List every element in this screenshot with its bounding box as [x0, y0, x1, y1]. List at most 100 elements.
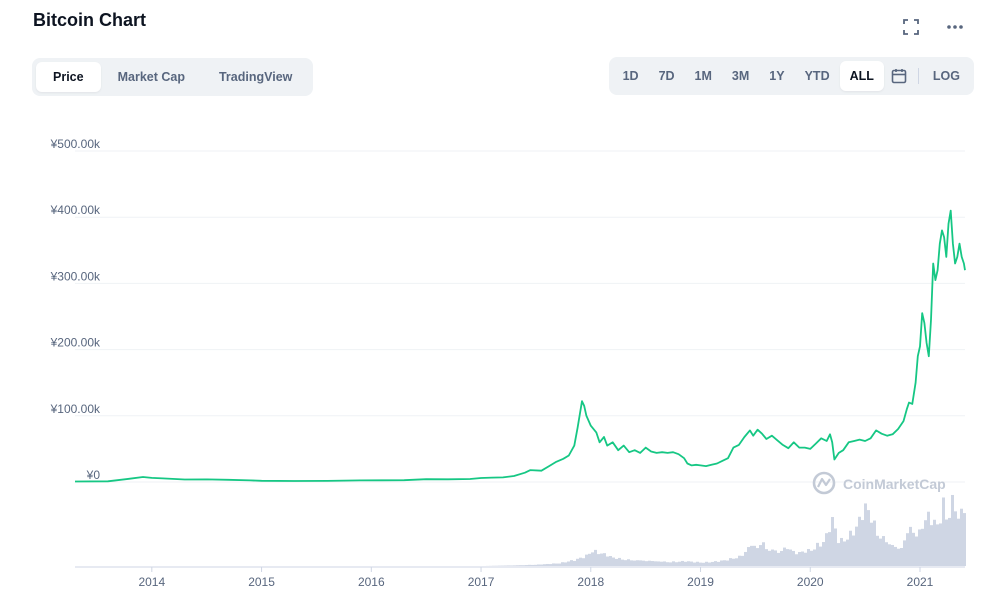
- volume-bar: [963, 513, 966, 566]
- volume-bar: [774, 550, 777, 566]
- volume-bar: [639, 560, 642, 566]
- volume-bar: [594, 549, 597, 566]
- volume-bar: [693, 562, 696, 566]
- tab-tradingview[interactable]: TradingView: [218, 70, 293, 84]
- range-1y-button[interactable]: 1Y: [769, 69, 785, 83]
- volume-bar: [606, 556, 609, 566]
- volume-bar: [855, 526, 858, 566]
- expand-icon[interactable]: [898, 14, 924, 40]
- volume-bar: [936, 524, 939, 566]
- volume-bar: [897, 548, 900, 566]
- volume-bar: [852, 535, 855, 566]
- volume-bar: [918, 529, 921, 566]
- range-divider: [917, 68, 919, 84]
- volume-bar: [579, 557, 582, 566]
- volume-bar: [549, 564, 552, 566]
- y-tick-label: ¥400.00k: [50, 203, 101, 217]
- x-axis-ticks: 2014 2015 2016 2017 2018 2019 2020 2021: [138, 567, 934, 589]
- volume-bar: [813, 549, 816, 566]
- range-1d-button[interactable]: 1D: [622, 69, 639, 83]
- volume-bar: [510, 565, 513, 566]
- volume-bar: [570, 560, 573, 566]
- volume-bar: [837, 543, 840, 566]
- volume-bar: [807, 549, 810, 566]
- range-all-button[interactable]: ALL: [839, 61, 884, 91]
- volume-bar: [591, 552, 594, 566]
- volume-bar: [687, 561, 690, 566]
- volume-bar: [915, 536, 918, 566]
- volume-bar: [873, 520, 876, 566]
- volume-bar: [780, 550, 783, 566]
- volume-bar: [654, 561, 657, 566]
- volume-bar: [732, 558, 735, 566]
- volume-bar: [528, 564, 531, 566]
- volume-bar: [705, 561, 708, 566]
- volume-bar: [831, 517, 834, 566]
- watermark-text: CoinMarketCap: [843, 476, 946, 492]
- more-icon[interactable]: [942, 14, 968, 40]
- volume-bar: [531, 564, 534, 566]
- volume-bar: [651, 561, 654, 566]
- y-axis-ticks: ¥0 ¥100.00k ¥200.00k ¥300.00k ¥400.00k ¥500.0…: [50, 137, 101, 482]
- range-7d-button[interactable]: 7D: [658, 69, 675, 83]
- volume-bar: [861, 520, 864, 566]
- volume-bar: [945, 519, 948, 566]
- chart-title: Bitcoin Chart: [33, 10, 147, 30]
- volume-bar: [696, 561, 699, 566]
- volume-bar: [765, 549, 768, 566]
- x-tick-label: 2019: [687, 575, 714, 589]
- volume-bar: [804, 552, 807, 566]
- volume-bar: [666, 562, 669, 566]
- volume-bar: [867, 510, 870, 566]
- volume-bar: [921, 528, 924, 566]
- volume-bar: [795, 554, 798, 566]
- range-ytd-button[interactable]: YTD: [804, 69, 830, 83]
- volume-bar: [747, 547, 750, 566]
- volume-bar: [534, 564, 537, 566]
- calendar-icon[interactable]: [884, 61, 914, 91]
- volume-bar: [513, 565, 516, 566]
- volume-bar: [858, 516, 861, 566]
- volume-bar: [555, 563, 558, 566]
- volume-bar: [762, 542, 765, 566]
- volume-bar: [903, 540, 906, 566]
- volume-bar: [576, 558, 579, 566]
- volume-bar: [909, 526, 912, 566]
- volume-bar: [516, 565, 519, 566]
- volume-bar: [768, 550, 771, 566]
- volume-bar: [825, 533, 828, 566]
- volume-bar: [711, 561, 714, 566]
- volume-bar: [702, 562, 705, 566]
- volume-bar: [789, 549, 792, 566]
- volume-bar: [843, 541, 846, 566]
- volume-bar: [870, 522, 873, 566]
- volume-bar: [828, 532, 831, 566]
- volume-bar: [801, 551, 804, 566]
- volume-bar: [636, 560, 639, 566]
- volume-bar: [633, 560, 636, 566]
- volume-bar: [894, 546, 897, 566]
- tab-market-cap[interactable]: Market Cap: [117, 70, 185, 84]
- log-scale-button[interactable]: LOG: [932, 69, 960, 83]
- price-line: [74, 209, 966, 483]
- volume-bar: [621, 559, 624, 566]
- volume-bar: [588, 553, 591, 566]
- volume-bar: [609, 556, 612, 566]
- tab-price[interactable]: Price: [36, 62, 101, 92]
- x-tick-label: 2014: [138, 575, 165, 589]
- range-selector: 1D 7D 1M 3M 1Y YTD ALL LOG: [608, 57, 974, 95]
- volume-bar: [924, 520, 927, 566]
- volume-bar: [939, 523, 942, 566]
- y-tick-label: ¥200.00k: [50, 336, 101, 350]
- y-tick-label: ¥300.00k: [50, 269, 101, 283]
- volume-bar: [708, 562, 711, 566]
- volume-bar: [885, 542, 888, 566]
- range-3m-button[interactable]: 3M: [731, 69, 750, 83]
- volume-bar: [726, 560, 729, 566]
- volume-bar: [771, 549, 774, 566]
- range-1m-button[interactable]: 1M: [694, 69, 712, 83]
- volume-bar: [777, 552, 780, 566]
- volume-bar: [627, 559, 630, 566]
- volume-bar: [798, 552, 801, 566]
